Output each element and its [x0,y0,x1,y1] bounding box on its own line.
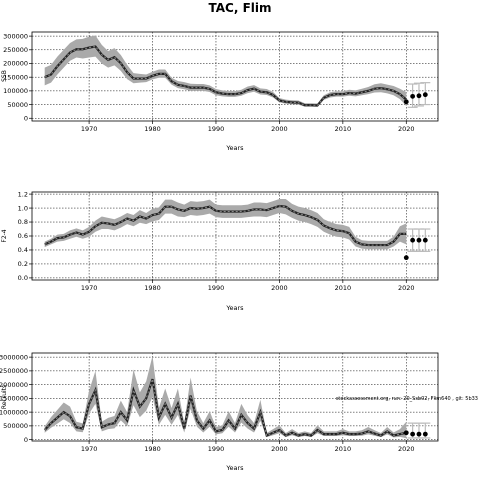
y-axis-label: Recruits [1,385,8,409]
panel-rec: 1970 1980 1990 2000 2010 2020 0 500000 1000000 15… [0,352,478,472]
run-annotation: stockassessment.org, run: 20_Ssb02, Flim… [336,396,478,402]
forecast-point [422,237,428,243]
x-tick-label: 1970 [81,445,98,453]
x-tick-label: 1990 [208,284,225,292]
y-tick-label: 1000000 [0,408,28,416]
x-tick-label: 2020 [398,284,415,292]
forecast-point [416,237,422,243]
x-tick-label: 2010 [335,125,352,133]
forecast-point [416,431,422,437]
x-axis-label: Years [225,464,244,472]
x-tick-label: 1980 [144,445,161,453]
y-tick-label: 150000 [3,73,28,81]
y-tick-label: 200000 [3,60,28,68]
y-tick-label: 3000000 [0,353,28,361]
forecast-point [422,431,428,437]
panel-fbar: 1970 1980 1990 2000 2010 2020 0.0 0.2 0.4 0.6 0.8 1… [1,190,439,312]
x-axis-label: Years [225,144,244,152]
x-tick-label: 2000 [271,125,288,133]
y-tick-label: 100000 [3,87,28,95]
x-tick-label: 2020 [398,125,415,133]
y-tick-label: 1500000 [0,395,28,403]
y-tick-label: 0.2 [18,260,28,268]
estimate-line-dashes [44,205,407,246]
forecast-point [416,93,422,99]
plot-frame [31,31,439,122]
forecast-point [410,93,416,99]
x-axis-label: Years [225,304,244,312]
x-tick-label: 1980 [144,125,161,133]
forecast-point [410,431,416,437]
estimate-line-dashes [44,45,407,106]
x-tick-label: 1970 [81,125,98,133]
confidence-band [44,35,407,108]
forecast-point [403,255,409,261]
y-tick-label: 0 [24,114,28,122]
x-tick-label: 2000 [271,445,288,453]
figure-title: TAC, Flim [208,1,271,15]
y-tick-label: 1.2 [18,190,28,198]
y-tick-label: 0.6 [18,232,28,240]
estimate-line-dashes [44,378,407,437]
y-tick-label: 2500000 [0,367,28,375]
panel-tac: 1970 1980 1990 2000 2010 2020 0 50000 100000 1500… [1,31,439,152]
y-tick-label: 50000 [7,101,28,109]
forecast-point [410,237,416,243]
y-tick-label: 500000 [3,422,28,430]
plot-frame [31,352,439,442]
forecast-point [403,430,409,436]
y-tick-label: 250000 [3,46,28,54]
y-tick-label: 2000000 [0,381,28,389]
x-tick-label: 2010 [335,284,352,292]
y-tick-label: 0.8 [18,218,28,226]
x-tick-label: 1980 [144,284,161,292]
x-tick-label: 1970 [81,284,98,292]
forecast-point [422,92,428,98]
y-tick-label: 0.0 [18,274,28,282]
y-tick-label: 300000 [3,32,28,40]
x-tick-label: 1990 [208,445,225,453]
x-tick-label: 1990 [208,125,225,133]
estimate-line [43,378,407,438]
y-tick-label: 0.4 [18,246,28,254]
x-tick-label: 2000 [271,284,288,292]
x-tick-label: 2010 [335,445,352,453]
y-axis-label: SSB [1,70,8,82]
y-tick-label: 1.0 [18,204,28,212]
y-axis-label: F2-4 [1,229,8,242]
panels: 1970 1980 1990 2000 2010 2020 0 50000 100000 1500… [0,31,478,472]
x-tick-label: 2020 [398,445,415,453]
y-tick-label: 0 [24,436,28,444]
confidence-band [44,355,407,439]
forecast-point [403,99,409,105]
